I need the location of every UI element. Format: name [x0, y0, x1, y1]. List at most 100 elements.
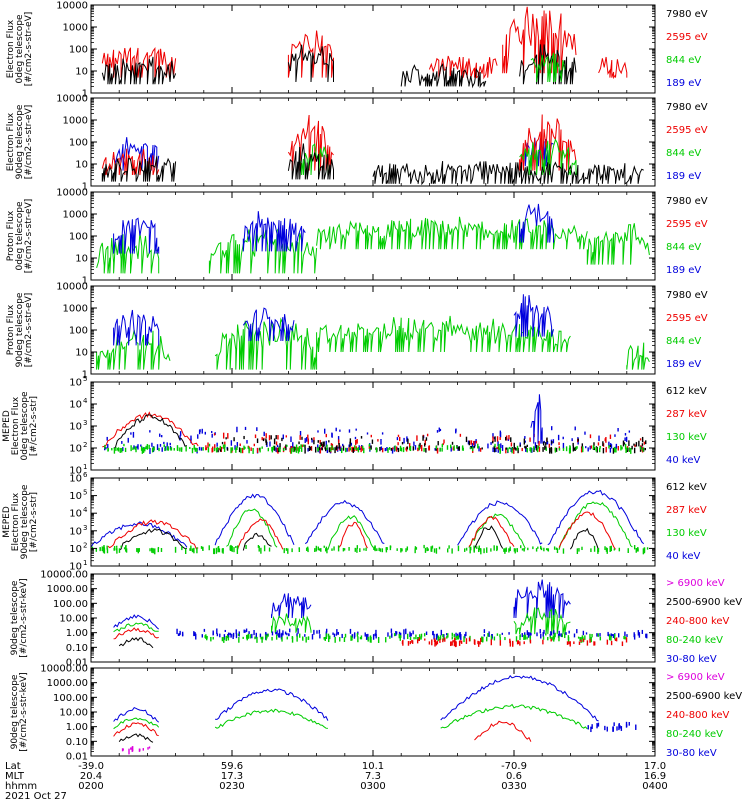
- x-tick-mlt-1: 20.4: [80, 771, 102, 782]
- y-axis-label-2-3: [#/cm2-s-str-eV]: [24, 105, 34, 180]
- series-6-4-4: [569, 527, 600, 551]
- y-axis-label-7-2: [#/cm2-s-str-keV]: [19, 578, 29, 657]
- y-axis-label-4-1: Proton Flux: [6, 304, 16, 355]
- panel-2: 1 10 100 1000 10000 Electron Flux 90deg telesc…: [6, 94, 708, 193]
- legend-6-2: 287 keV: [666, 505, 707, 516]
- y-tick-label-8-4: 10.00: [59, 708, 88, 719]
- y-axis-label-8-2: [#/cm2-s-str-keV]: [19, 672, 29, 751]
- series-8-2-1: [113, 717, 160, 730]
- y-tick-label-8-7: 10000.00: [40, 664, 88, 675]
- series-6-2-1: [226, 508, 278, 548]
- panel-6-frame: [90, 477, 656, 567]
- y-tick-label-7-7: 10000.00: [40, 570, 88, 581]
- x-row-label-lat: Lat: [5, 761, 21, 772]
- legend-5-3: 130 keV: [666, 432, 707, 443]
- series-6-1-4: [457, 500, 543, 546]
- y-tick-exp-6-5: 5: [83, 489, 87, 497]
- series-8-3-2: [474, 720, 532, 742]
- legend-6-4: 40 keV: [666, 551, 700, 562]
- y-axis-label-5-4: [#/cm2-s-str]: [29, 396, 39, 456]
- x-tick-lat-3: 10.1: [362, 761, 384, 772]
- y-tick-label-8-5: 100.00: [53, 693, 88, 704]
- series-4-2-3: [513, 294, 554, 337]
- legend-1-2: 2595 eV: [666, 32, 708, 43]
- y-tick-label-4-3: 100: [69, 326, 88, 337]
- series-1-2-3: [400, 63, 487, 89]
- series-5-1-1: [104, 426, 643, 454]
- x-tick-lat-1: -39.0: [78, 761, 104, 772]
- series-7-7-1: [176, 628, 648, 641]
- legend-5-2: 287 keV: [666, 409, 707, 420]
- y-axis-label-3-2: 0deg telescope: [15, 201, 25, 271]
- y-tick-label-5-4: 10: [69, 400, 82, 411]
- legend-6-1: 612 keV: [666, 482, 707, 493]
- series-8-1-2: [215, 688, 329, 721]
- y-axis-label-5-2: Electron Flux: [11, 396, 21, 455]
- series-8-3-1: [113, 722, 159, 737]
- panel-1-data: [101, 6, 628, 89]
- y-tick-label-4-2: 10: [75, 348, 88, 359]
- panel-2-data: [101, 114, 644, 186]
- series-8-5-1: [121, 746, 151, 755]
- y-tick-exp-6-1: 1: [83, 559, 87, 567]
- panel-3-frame: [90, 191, 656, 281]
- series-2-3-1: [299, 143, 329, 176]
- series-3-1-4: [586, 223, 650, 265]
- x-tick-lat-5: 17.0: [644, 761, 666, 772]
- legend-6-3: 130 keV: [666, 528, 707, 539]
- x-tick-lat-4: -70.9: [501, 761, 527, 772]
- y-tick-label-2-5: 10000: [56, 94, 88, 105]
- y-tick-label-8-3: 1.00: [66, 722, 88, 733]
- x-tick-hhmm-5: 0400: [642, 781, 667, 792]
- series-4-2-2: [242, 307, 295, 342]
- y-axis-label-8-1: 90deg telescope: [10, 674, 20, 749]
- legend-1-3: 844 eV: [666, 55, 701, 66]
- y-tick-label-8-2: 0.10: [66, 737, 88, 748]
- series-4-1-4: [626, 342, 650, 370]
- series-6-2-2: [327, 515, 374, 550]
- legend-4-3: 844 eV: [666, 336, 701, 347]
- y-tick-label-7-5: 100.00: [53, 599, 88, 610]
- series-8-1-3: [440, 675, 599, 722]
- date-label: 2021 Oct 27: [5, 791, 67, 800]
- panel-8: 0.01 0.10 1.00 10.00 100.00 1000.00 10000.00 90…: [10, 664, 742, 763]
- series-6-3-2: [237, 518, 284, 550]
- legend-8-2: 2500-6900 keV: [666, 691, 742, 702]
- series-4-1-3: [316, 315, 571, 353]
- series-7-1-1: [113, 614, 160, 630]
- panel-7-frame: [90, 573, 656, 663]
- series-6-3-1: [107, 519, 199, 550]
- y-tick-label-2-1: 1: [82, 182, 88, 193]
- y-axis-label-3-3: [#/cm2-s-str-eV]: [24, 199, 34, 274]
- x-tick-mlt-4: 0.6: [506, 771, 522, 782]
- series-7-5-1: [271, 593, 312, 619]
- legend-3-1: 7980 eV: [666, 196, 708, 207]
- legend-3-3: 844 eV: [666, 242, 701, 253]
- y-tick-label-3-5: 10000: [56, 188, 88, 199]
- panel-6-data: [91, 489, 649, 555]
- y-axis-label-6-3: 90deg telescope: [20, 484, 30, 559]
- y-tick-label-1-4: 1000: [63, 23, 88, 34]
- series-3-2-1: [113, 217, 160, 254]
- y-tick-exp-6-3: 3: [83, 524, 87, 532]
- y-tick-label-6-1: 10: [69, 562, 82, 573]
- legend-7-1: > 6900 keV: [666, 578, 725, 589]
- y-tick-exp-5-1: 1: [83, 463, 87, 471]
- y-tick-exp-6-4: 4: [83, 506, 88, 514]
- panel-3: 1 10 100 1000 10000 Proton Flux 0deg telescope…: [6, 188, 708, 287]
- y-tick-exp-5-3: 3: [83, 419, 87, 427]
- x-tick-hhmm-2: 0230: [219, 781, 244, 792]
- legend-8-4: 80-240 keV: [666, 729, 723, 740]
- x-tick-lat-2: 59.6: [221, 761, 243, 772]
- y-axis-label-5-3: 0deg telescope: [20, 391, 30, 461]
- legend-4-4: 189 eV: [666, 359, 701, 370]
- y-axis-label-5-1: MEPED: [2, 410, 12, 442]
- y-tick-label-5-2: 10: [69, 444, 82, 455]
- series-7-5-2: [513, 579, 571, 619]
- x-tick-hhmm-3: 0300: [360, 781, 385, 792]
- legend-1-1: 7980 eV: [666, 9, 708, 20]
- series-8-4-1: [118, 733, 154, 743]
- panel-7-data: [113, 579, 648, 649]
